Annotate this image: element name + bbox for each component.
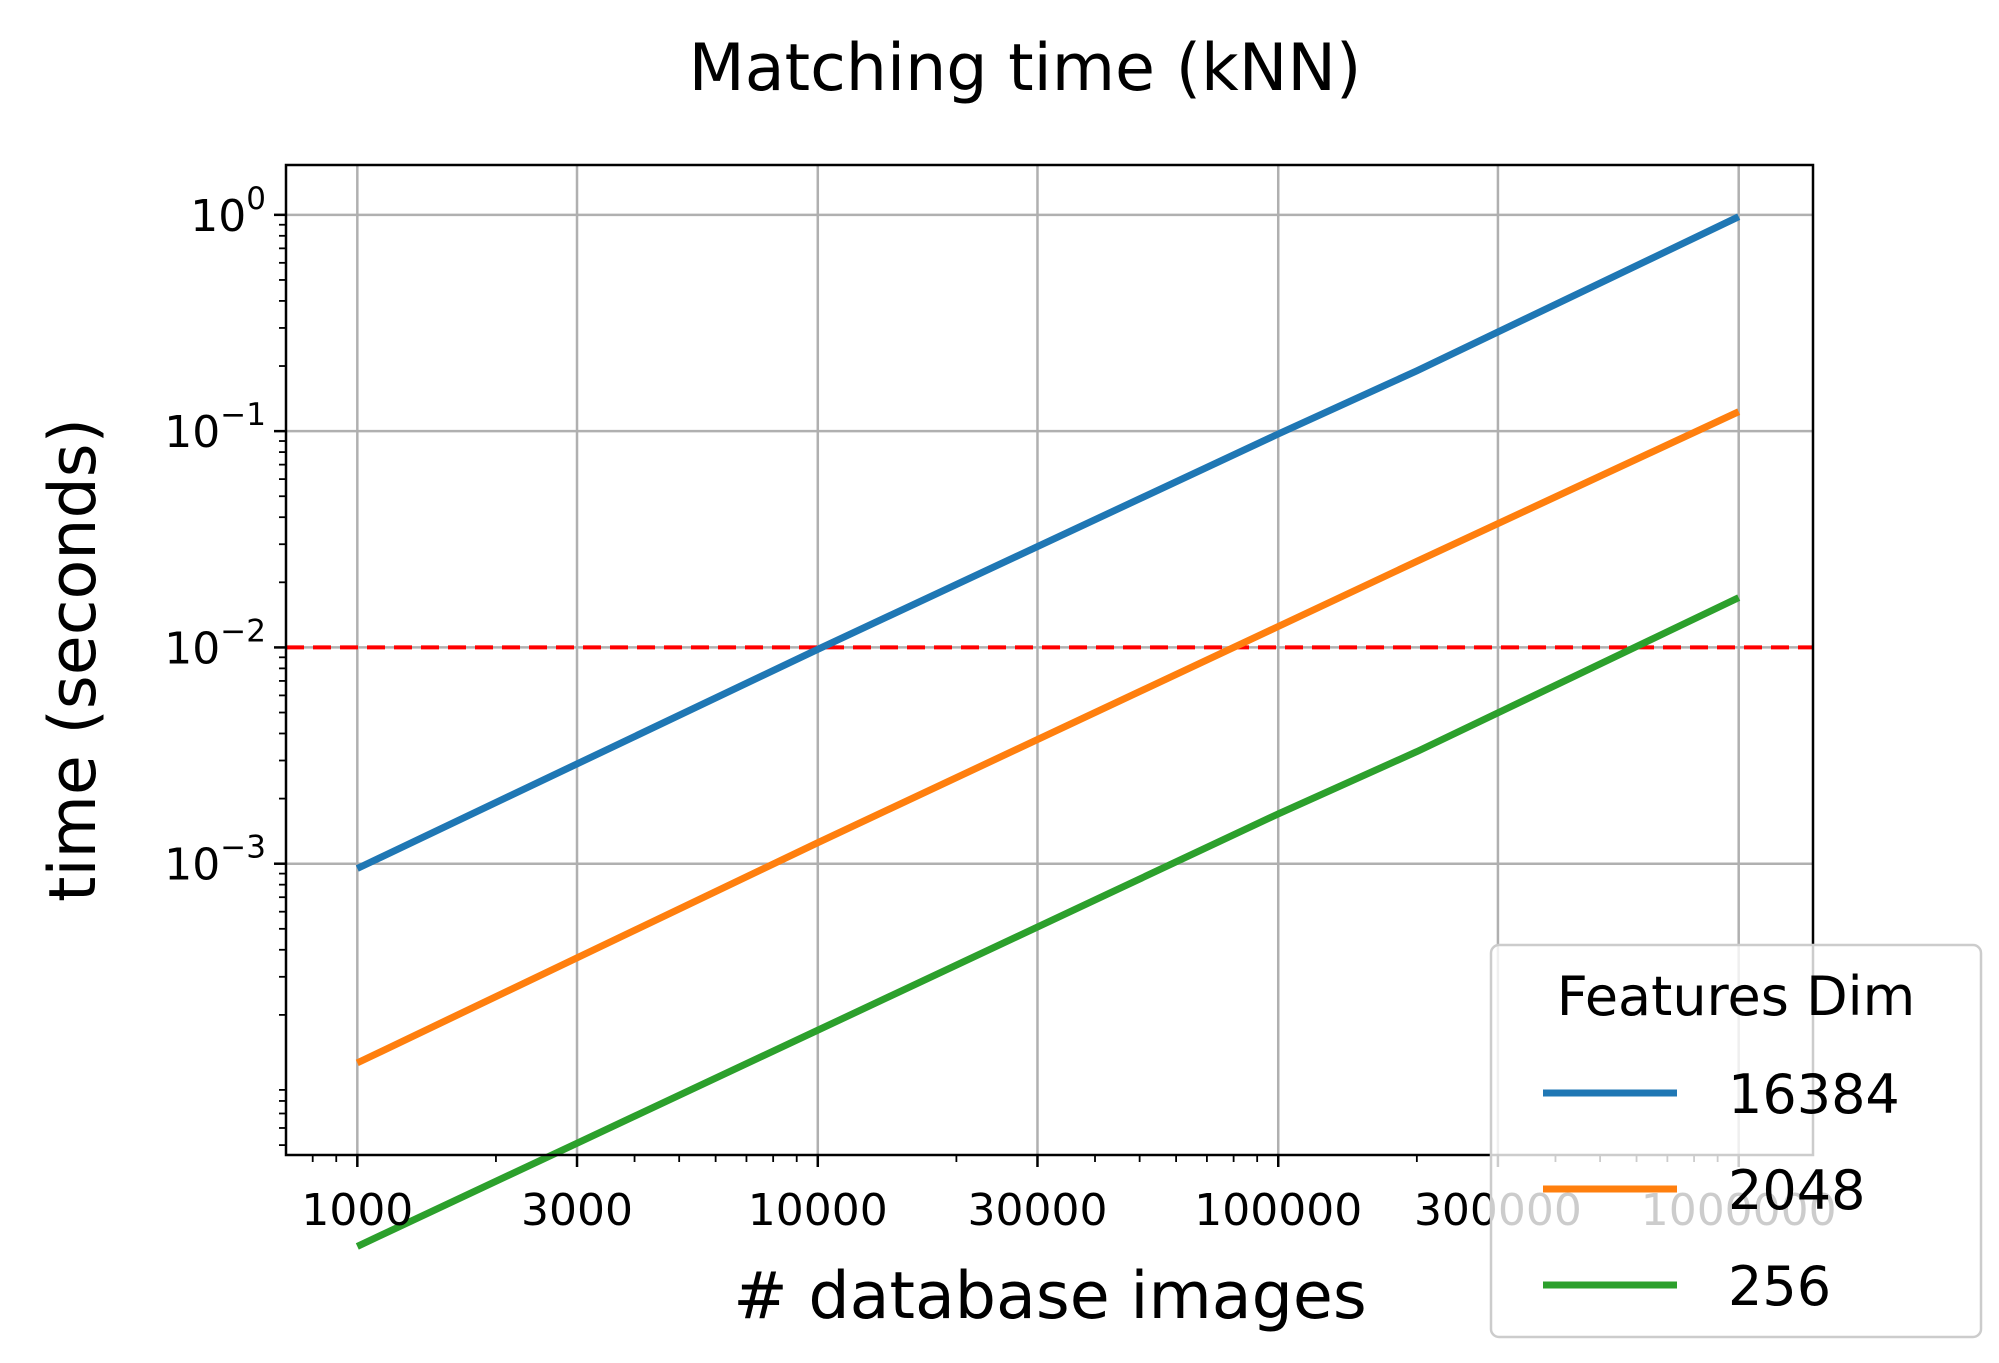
x-tick-label: 100000	[1194, 1185, 1362, 1236]
y-tick-label: 10−2	[164, 613, 266, 674]
legend-items: 16384 2048 256	[1543, 1063, 1900, 1318]
y-tick-base: 10	[164, 407, 220, 458]
x-tick-label: 1000	[301, 1185, 413, 1236]
y-tick-label: 10−3	[164, 830, 266, 891]
legend-label: 256	[1728, 1255, 1831, 1318]
y-tick-exponent: 0	[246, 181, 266, 217]
y-tick-exponent: −3	[220, 830, 266, 866]
chart-title: Matching time (kNN)	[689, 31, 1362, 106]
x-axis-label: # database images	[733, 1259, 1366, 1334]
legend-box	[1489, 943, 1983, 1339]
x-tick-label: 10000	[748, 1185, 888, 1236]
y-tick-exponent: −2	[220, 613, 266, 649]
series-line-2048	[355, 408, 1741, 1067]
x-tick-label: 30000	[967, 1185, 1107, 1236]
series-line-16384	[355, 213, 1741, 872]
y-tick-label: 10−1	[164, 397, 266, 458]
y-tick-base: 10	[164, 623, 220, 674]
y-tick-exponent: −1	[220, 397, 266, 433]
legend-title: Features Dim	[1557, 965, 1916, 1028]
y-tick-label: 100	[190, 181, 266, 242]
y-tick-base: 10	[164, 840, 220, 891]
y-tick-base: 10	[190, 191, 246, 242]
series-layer	[355, 213, 1741, 1250]
y-axis-label: time (seconds)	[36, 418, 111, 902]
series-line-256	[355, 594, 1741, 1250]
plot-frame	[284, 163, 1815, 1157]
x-tick-label: 3000	[521, 1185, 633, 1236]
legend: Features Dim 16384 2048 256	[1489, 943, 1983, 1339]
legend-label: 2048	[1728, 1159, 1865, 1222]
legend-label: 16384	[1728, 1063, 1900, 1126]
